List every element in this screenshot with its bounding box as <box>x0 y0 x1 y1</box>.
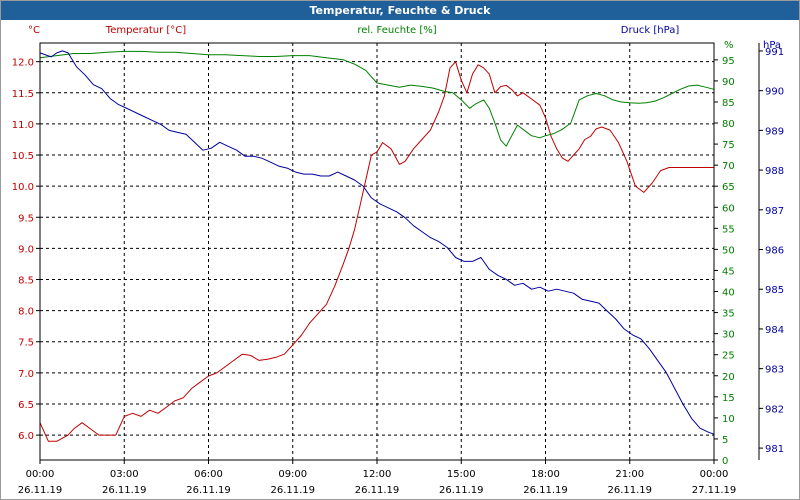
humidity-tick-label: 50 <box>722 245 735 256</box>
x-tick-time: 00:00 <box>700 469 729 480</box>
axis-tick-labels: 00:00 26.11.19 03:00 26.11.19 06:00 26.11.19 0… <box>12 47 784 496</box>
x-tick-date: 26.11.19 <box>18 485 63 496</box>
plot-area <box>40 43 714 460</box>
humidity-tick-label: 95 <box>722 56 735 67</box>
x-tick-date: 26.11.19 <box>439 485 484 496</box>
temperature-tick-label: 7.5 <box>18 338 34 349</box>
humidity-tick-label: 75 <box>722 140 735 151</box>
temperature-tick-label: 6.5 <box>18 400 34 411</box>
pressure-tick-label: 981 <box>765 444 784 455</box>
humidity-line <box>39 50 715 147</box>
humidity-unit-label: % <box>724 40 734 51</box>
x-tick-time: 00:00 <box>26 469 55 480</box>
temperature-tick-label: 11.0 <box>12 120 34 131</box>
x-tick-time: 18:00 <box>531 469 560 480</box>
humidity-tick-label: 35 <box>722 309 735 320</box>
x-tick-date: 26.11.19 <box>270 485 315 496</box>
humidity-tick-label: 60 <box>722 203 735 214</box>
humidity-tick-label: 30 <box>722 330 735 341</box>
x-tick-time: 15:00 <box>447 469 476 480</box>
pressure-tick-label: 989 <box>765 126 784 137</box>
temperature-tick-label: 10.0 <box>12 182 34 193</box>
x-tick-time: 03:00 <box>110 469 139 480</box>
x-tick-date: 27.11.19 <box>692 485 737 496</box>
x-tick-time: 09:00 <box>278 469 307 480</box>
pressure-tick-label: 984 <box>765 325 784 336</box>
x-tick-time: 12:00 <box>363 469 392 480</box>
pressure-tick-label: 986 <box>765 246 784 257</box>
pressure-line <box>39 50 715 435</box>
pressure-axis-label: Druck [hPa] <box>621 25 680 36</box>
humidity-tick-label: 90 <box>722 77 735 88</box>
humidity-axis-label: rel. Feuchte [%] <box>357 25 436 36</box>
pressure-tick-label: 982 <box>765 404 784 415</box>
temperature-tick-label: 7.0 <box>18 369 34 380</box>
humidity-tick-label: 0 <box>722 456 728 467</box>
x-tick-date: 26.11.19 <box>607 485 652 496</box>
humidity-tick-label: 70 <box>722 161 735 172</box>
pressure-tick-label: 991 <box>765 47 784 58</box>
temperature-tick-label: 12.0 <box>12 58 34 69</box>
x-tick-time: 21:00 <box>615 469 644 480</box>
pressure-tick-label: 987 <box>765 206 784 217</box>
humidity-tick-label: 5 <box>722 435 728 446</box>
humidity-tick-label: 65 <box>722 182 735 193</box>
pressure-tick-label: 983 <box>765 365 784 376</box>
grid-lines <box>40 43 714 460</box>
temperature-tick-label: 9.5 <box>18 213 34 224</box>
humidity-tick-label: 55 <box>722 224 735 235</box>
humidity-tick-label: 10 <box>722 414 735 425</box>
temperature-unit-label: °C <box>28 25 40 36</box>
temperature-tick-label: 10.5 <box>12 151 34 162</box>
temperature-tick-label: 9.0 <box>18 244 34 255</box>
humidity-tick-label: 40 <box>722 288 735 299</box>
humidity-tick-label: 25 <box>722 351 735 362</box>
x-tick-time: 06:00 <box>194 469 223 480</box>
x-tick-date: 26.11.19 <box>102 485 147 496</box>
temperature-tick-label: 8.0 <box>18 307 34 318</box>
humidity-tick-label: 80 <box>722 119 735 130</box>
temperature-axis-label: Temperatur [°C] <box>105 25 186 36</box>
temperature-line <box>39 61 714 442</box>
x-tick-date: 26.11.19 <box>186 485 231 496</box>
chart-title: Temperatur, Feuchte & Druck <box>1 1 799 20</box>
temperature-tick-label: 8.5 <box>18 276 34 287</box>
x-tick-date: 26.11.19 <box>355 485 400 496</box>
pressure-tick-label: 985 <box>765 285 784 296</box>
x-tick-date: 26.11.19 <box>523 485 568 496</box>
temperature-tick-label: 11.5 <box>12 89 34 100</box>
pressure-tick-label: 990 <box>765 87 784 98</box>
humidity-tick-label: 20 <box>722 372 735 383</box>
pressure-tick-label: 988 <box>765 166 784 177</box>
humidity-tick-label: 85 <box>722 98 735 109</box>
temperature-tick-label: 6.0 <box>18 431 34 442</box>
humidity-tick-label: 45 <box>722 266 735 277</box>
pressure-unit-label: hPa <box>763 40 781 51</box>
series-layer <box>39 50 715 442</box>
humidity-tick-label: 15 <box>722 393 735 404</box>
